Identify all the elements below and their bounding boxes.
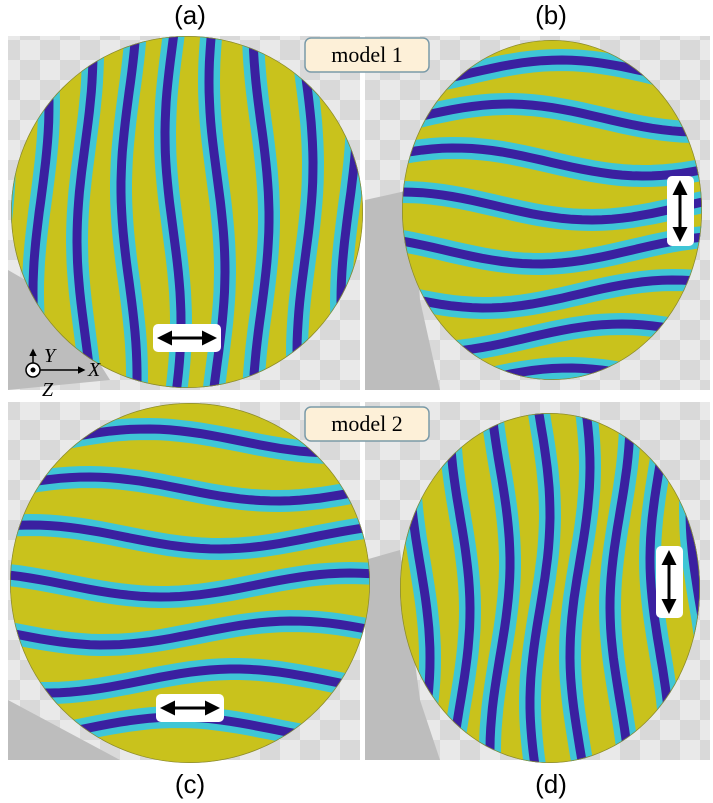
panel-label: (d) [535, 769, 567, 799]
stripe [0, 2, 5, 422]
axis-label: Y [44, 345, 57, 367]
axis-label: Z [42, 379, 54, 401]
panel-label: (c) [175, 769, 205, 799]
panel-label: (a) [174, 0, 206, 30]
figure: model 1 model 2 Y X Z (a) (b) (c) (d) [0, 0, 713, 803]
model-label: model 2 [331, 411, 403, 436]
panel-label: (b) [535, 0, 567, 30]
model-label: model 1 [331, 42, 403, 67]
axis-label: X [87, 359, 101, 381]
stripe-halo [0, 2, 5, 422]
